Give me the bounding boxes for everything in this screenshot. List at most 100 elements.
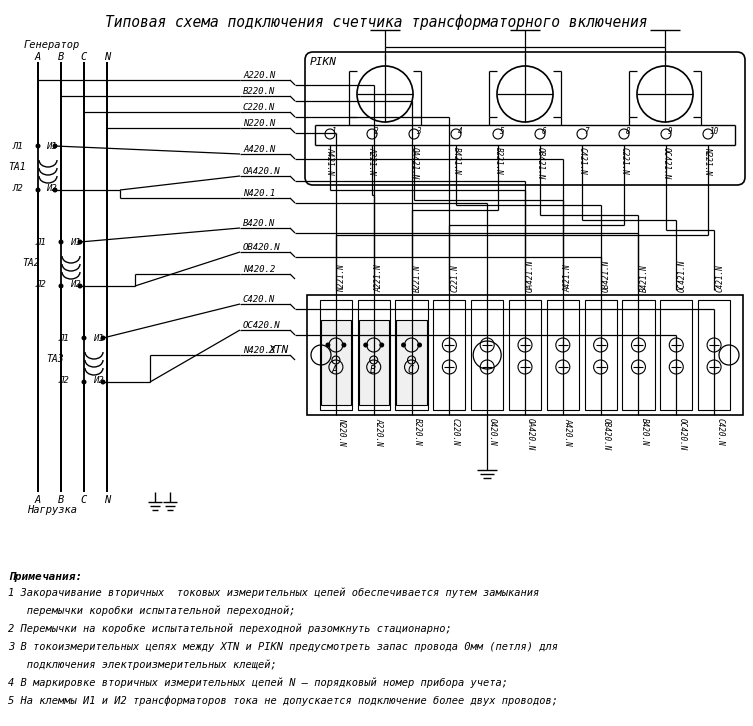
Text: Нагрузка: Нагрузка [27,505,77,515]
Text: 2: 2 [374,127,379,136]
Text: ТА3: ТА3 [46,354,63,364]
Bar [471,300,503,410]
Text: B: B [370,365,376,375]
Text: N: N [104,52,110,62]
Text: B220.N: B220.N [243,87,276,96]
Text: C: C [407,365,413,375]
Text: A221.N: A221.N [367,147,376,175]
Text: B: B [58,52,64,62]
Circle shape [100,335,105,340]
Text: C421.N: C421.N [715,264,724,292]
Bar [307,295,743,415]
Text: B220.N: B220.N [413,418,422,446]
Text: C421.N: C421.N [578,147,587,175]
Bar [395,300,428,410]
Text: B421.N: B421.N [639,264,648,292]
Text: И1: И1 [93,334,104,343]
Text: B: B [58,495,64,505]
Circle shape [100,380,105,385]
Circle shape [81,335,87,340]
Circle shape [59,240,63,245]
Text: 3: 3 [416,127,421,136]
Bar [623,300,654,410]
Text: OC421.N: OC421.N [677,260,686,292]
Text: C221.N: C221.N [620,147,629,175]
Text: Л1: Л1 [59,334,70,343]
Text: OB421.N: OB421.N [602,260,611,292]
Text: N220.N: N220.N [337,418,346,446]
Text: Л2: Л2 [36,280,47,289]
Text: OC420.N: OC420.N [677,418,686,450]
Text: OB420.N: OB420.N [602,418,611,450]
Text: B420.N: B420.N [639,418,648,446]
Text: И2: И2 [93,376,104,385]
Text: 5: 5 [500,127,505,136]
Text: 5 На клеммы И1 и И2 трансформаторов тока не допускается подключение более двух п: 5 На клеммы И1 и И2 трансформаторов тока… [8,696,558,706]
Text: Л2: Л2 [13,184,24,193]
Text: C220.N: C220.N [450,418,459,446]
Text: C420.N: C420.N [715,418,724,446]
Text: A: A [35,495,41,505]
Circle shape [417,343,422,348]
Bar [358,320,389,405]
Circle shape [53,187,57,192]
Text: ТА1: ТА1 [8,162,26,172]
Text: A220.N: A220.N [243,71,276,80]
Text: N420.1: N420.1 [243,189,276,198]
Text: 10: 10 [710,127,719,136]
Circle shape [53,144,57,149]
Text: OB421.N: OB421.N [535,147,544,179]
Text: И1: И1 [70,238,81,247]
Bar [433,300,465,410]
Text: 3 В токоизмерительных цепях между XTN и PIKN предусмотреть запас провода 0мм (пе: 3 В токоизмерительных цепях между XTN и … [8,642,558,652]
Text: Л1: Л1 [13,142,24,151]
Text: OC421.N: OC421.N [661,147,670,179]
Text: OA421.N: OA421.N [526,260,535,292]
Text: N220.N: N220.N [243,119,276,128]
Text: C: C [81,52,87,62]
Text: A421.N: A421.N [564,264,573,292]
Text: A420.N: A420.N [243,145,276,154]
Circle shape [35,144,41,149]
Bar [584,300,617,410]
Text: 1 Закорачивание вторичных  токовых измерительных цепей обеспечивается путем замы: 1 Закорачивание вторичных токовых измери… [8,588,539,598]
Circle shape [401,343,406,348]
Text: OA421.N: OA421.N [410,147,419,179]
Text: B421.N: B421.N [452,147,461,175]
Text: 1: 1 [332,127,337,136]
Circle shape [78,240,83,245]
Text: XTN: XTN [269,345,289,355]
Text: Примечания:: Примечания: [8,572,82,582]
Text: Л1: Л1 [36,238,47,247]
Circle shape [35,187,41,192]
Text: N420.2: N420.2 [243,265,276,274]
Text: И2: И2 [46,184,56,193]
Text: OC420.N: OC420.N [243,321,281,330]
Text: 6: 6 [542,127,547,136]
Text: A: A [35,52,41,62]
Circle shape [341,343,346,348]
Text: A420.N: A420.N [564,418,573,446]
Text: PIKN: PIKN [310,57,337,67]
Text: 4 В маркировке вторичных измерительных цепей N – порядковый номер прибора учета;: 4 В маркировке вторичных измерительных ц… [8,678,508,688]
Text: N221.N: N221.N [703,147,712,175]
Text: OA420.N: OA420.N [243,167,281,176]
Circle shape [363,343,368,348]
Bar [660,300,692,410]
Text: B420.N: B420.N [243,219,276,228]
Bar [698,300,730,410]
Text: A421.N: A421.N [325,147,334,175]
Text: B221.N: B221.N [493,147,502,175]
Text: 9: 9 [668,127,672,136]
Bar [358,300,390,410]
Text: C420.N: C420.N [243,295,276,304]
Text: И2: И2 [70,280,81,289]
Text: Генератор: Генератор [24,40,80,50]
Text: перемычки коробки испытательной переходной;: перемычки коробки испытательной переходн… [8,606,295,616]
Circle shape [325,343,331,348]
Text: N: N [104,495,110,505]
Text: 4: 4 [458,127,462,136]
Text: ТА2: ТА2 [22,258,40,268]
Text: C: C [81,495,87,505]
Bar [547,300,579,410]
